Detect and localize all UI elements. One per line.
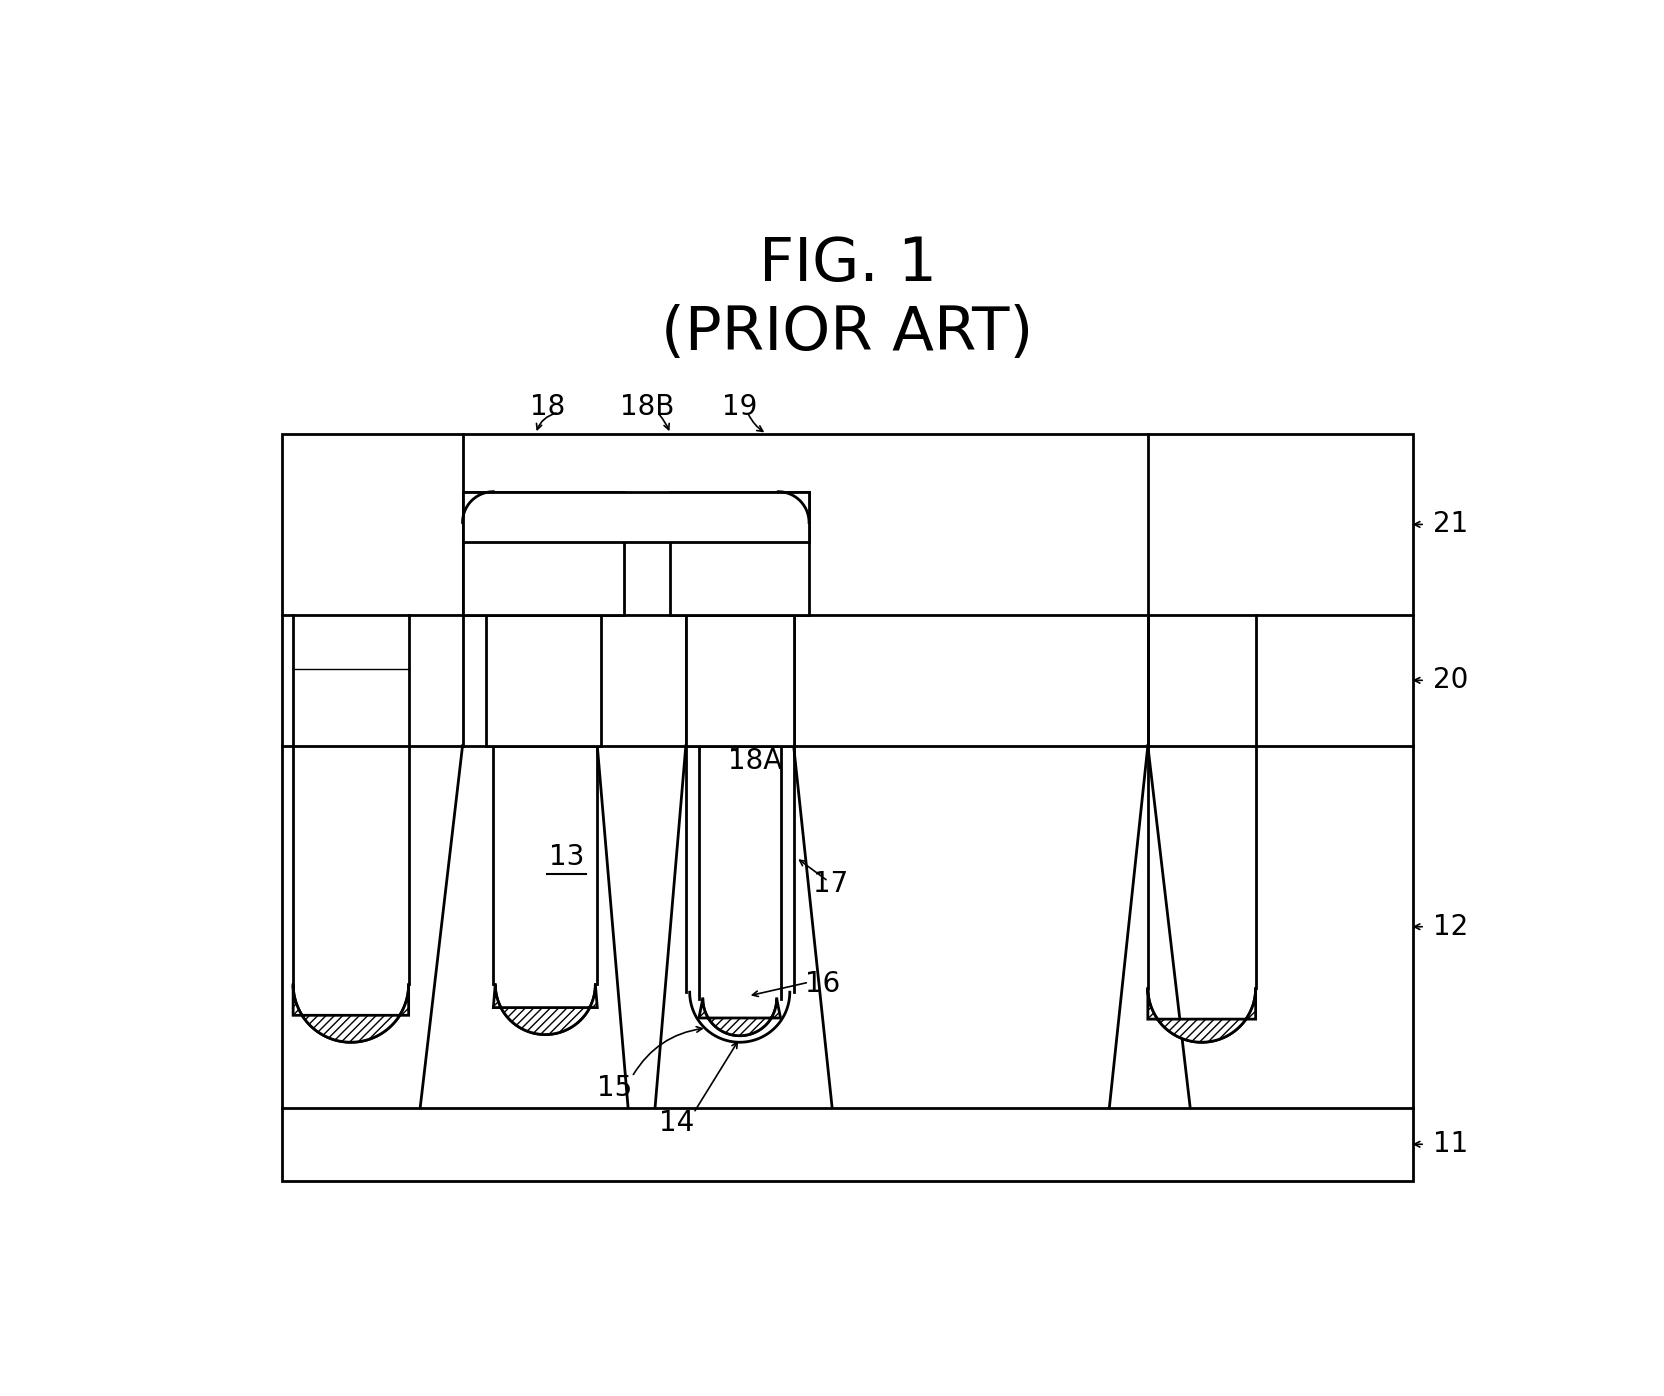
Text: 18B: 18B [619, 394, 674, 422]
Text: 21: 21 [1433, 511, 1468, 539]
Polygon shape [1146, 988, 1255, 1043]
Text: (PRIOR ART): (PRIOR ART) [661, 304, 1033, 363]
Text: FIG. 1: FIG. 1 [759, 235, 935, 295]
Text: 19: 19 [722, 394, 757, 422]
Text: 11: 11 [1433, 1131, 1468, 1159]
Text: 17: 17 [812, 870, 847, 899]
Bar [686, 614, 794, 745]
Bar [463, 491, 809, 542]
Polygon shape [293, 984, 408, 1043]
Text: 14: 14 [659, 1108, 694, 1138]
Bar [463, 491, 624, 614]
Text: 18A: 18A [727, 747, 782, 775]
Bar [281, 434, 1413, 1181]
Text: 18: 18 [529, 394, 564, 422]
Text: 16: 16 [805, 970, 840, 998]
Text: 20: 20 [1433, 666, 1468, 694]
Bar [671, 491, 809, 614]
Polygon shape [699, 998, 780, 1036]
Bar [486, 614, 601, 745]
Text: 15: 15 [597, 1075, 632, 1103]
Text: 12: 12 [1433, 913, 1468, 941]
Polygon shape [493, 984, 597, 1034]
Text: 13: 13 [549, 843, 584, 871]
